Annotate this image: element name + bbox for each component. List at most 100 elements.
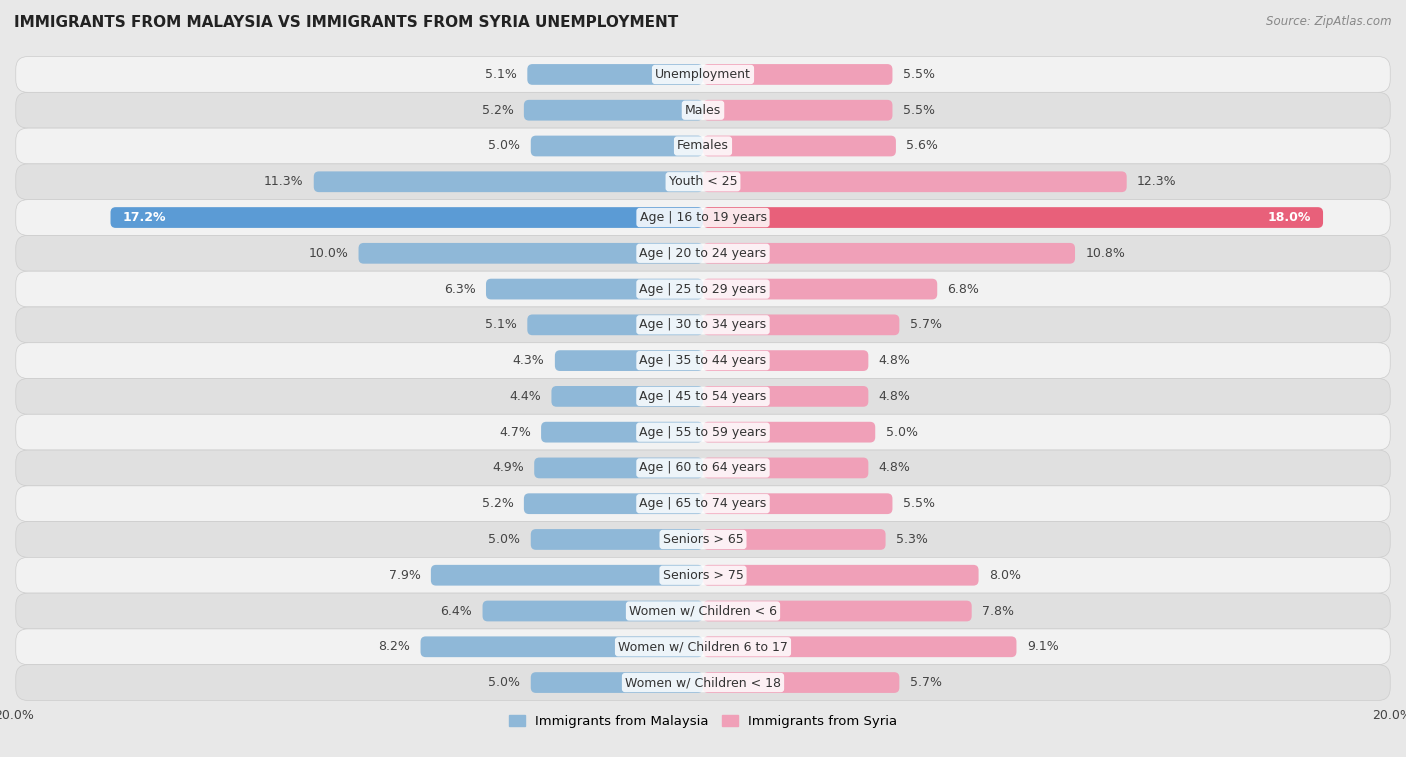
FancyBboxPatch shape [15, 128, 1391, 164]
Text: 4.9%: 4.9% [492, 462, 524, 475]
Text: Age | 16 to 19 years: Age | 16 to 19 years [640, 211, 766, 224]
Text: 4.7%: 4.7% [499, 425, 531, 438]
Text: 12.3%: 12.3% [1137, 176, 1177, 188]
Text: 4.4%: 4.4% [509, 390, 541, 403]
FancyBboxPatch shape [703, 457, 869, 478]
Text: 5.0%: 5.0% [488, 533, 520, 546]
Text: Age | 30 to 34 years: Age | 30 to 34 years [640, 319, 766, 332]
FancyBboxPatch shape [15, 593, 1391, 629]
FancyBboxPatch shape [15, 307, 1391, 343]
FancyBboxPatch shape [703, 672, 900, 693]
Text: Women w/ Children < 6: Women w/ Children < 6 [628, 605, 778, 618]
FancyBboxPatch shape [703, 637, 1017, 657]
FancyBboxPatch shape [703, 136, 896, 157]
Text: Age | 25 to 29 years: Age | 25 to 29 years [640, 282, 766, 295]
Legend: Immigrants from Malaysia, Immigrants from Syria: Immigrants from Malaysia, Immigrants fro… [503, 709, 903, 734]
Text: 18.0%: 18.0% [1268, 211, 1310, 224]
Text: Age | 20 to 24 years: Age | 20 to 24 years [640, 247, 766, 260]
Text: 11.3%: 11.3% [264, 176, 304, 188]
FancyBboxPatch shape [534, 457, 703, 478]
FancyBboxPatch shape [531, 136, 703, 157]
FancyBboxPatch shape [482, 600, 703, 621]
Text: 9.1%: 9.1% [1026, 640, 1059, 653]
FancyBboxPatch shape [703, 600, 972, 621]
Text: Age | 35 to 44 years: Age | 35 to 44 years [640, 354, 766, 367]
FancyBboxPatch shape [15, 414, 1391, 450]
Text: Age | 65 to 74 years: Age | 65 to 74 years [640, 497, 766, 510]
Text: Age | 60 to 64 years: Age | 60 to 64 years [640, 462, 766, 475]
FancyBboxPatch shape [15, 343, 1391, 378]
FancyBboxPatch shape [531, 672, 703, 693]
Text: 5.5%: 5.5% [903, 497, 935, 510]
FancyBboxPatch shape [551, 386, 703, 407]
FancyBboxPatch shape [15, 522, 1391, 557]
FancyBboxPatch shape [430, 565, 703, 586]
FancyBboxPatch shape [15, 92, 1391, 128]
Text: 5.6%: 5.6% [907, 139, 938, 152]
Text: Males: Males [685, 104, 721, 117]
Text: 6.3%: 6.3% [444, 282, 475, 295]
Text: 6.8%: 6.8% [948, 282, 980, 295]
FancyBboxPatch shape [555, 350, 703, 371]
Text: IMMIGRANTS FROM MALAYSIA VS IMMIGRANTS FROM SYRIA UNEMPLOYMENT: IMMIGRANTS FROM MALAYSIA VS IMMIGRANTS F… [14, 15, 678, 30]
Text: 17.2%: 17.2% [122, 211, 166, 224]
FancyBboxPatch shape [703, 494, 893, 514]
FancyBboxPatch shape [703, 314, 900, 335]
FancyBboxPatch shape [527, 64, 703, 85]
FancyBboxPatch shape [703, 171, 1126, 192]
FancyBboxPatch shape [420, 637, 703, 657]
FancyBboxPatch shape [15, 57, 1391, 92]
Text: Females: Females [678, 139, 728, 152]
Text: Seniors > 65: Seniors > 65 [662, 533, 744, 546]
FancyBboxPatch shape [703, 529, 886, 550]
FancyBboxPatch shape [15, 378, 1391, 414]
Text: 7.8%: 7.8% [981, 605, 1014, 618]
Text: Youth < 25: Youth < 25 [669, 176, 737, 188]
Text: 8.2%: 8.2% [378, 640, 411, 653]
FancyBboxPatch shape [703, 386, 869, 407]
Text: Women w/ Children < 18: Women w/ Children < 18 [626, 676, 780, 689]
Text: 5.0%: 5.0% [488, 139, 520, 152]
Text: 5.1%: 5.1% [485, 319, 517, 332]
FancyBboxPatch shape [524, 494, 703, 514]
FancyBboxPatch shape [703, 279, 938, 300]
FancyBboxPatch shape [15, 200, 1391, 235]
FancyBboxPatch shape [15, 486, 1391, 522]
Text: Source: ZipAtlas.com: Source: ZipAtlas.com [1267, 15, 1392, 28]
FancyBboxPatch shape [703, 64, 893, 85]
Text: 8.0%: 8.0% [988, 569, 1021, 581]
Text: 4.8%: 4.8% [879, 390, 911, 403]
Text: Age | 45 to 54 years: Age | 45 to 54 years [640, 390, 766, 403]
FancyBboxPatch shape [703, 207, 1323, 228]
FancyBboxPatch shape [703, 565, 979, 586]
Text: Unemployment: Unemployment [655, 68, 751, 81]
Text: 5.7%: 5.7% [910, 319, 942, 332]
Text: 10.0%: 10.0% [308, 247, 349, 260]
Text: Seniors > 75: Seniors > 75 [662, 569, 744, 581]
FancyBboxPatch shape [15, 235, 1391, 271]
Text: 5.7%: 5.7% [910, 676, 942, 689]
FancyBboxPatch shape [359, 243, 703, 263]
Text: 10.8%: 10.8% [1085, 247, 1125, 260]
FancyBboxPatch shape [531, 529, 703, 550]
FancyBboxPatch shape [524, 100, 703, 120]
FancyBboxPatch shape [703, 350, 869, 371]
FancyBboxPatch shape [703, 243, 1076, 263]
FancyBboxPatch shape [527, 314, 703, 335]
FancyBboxPatch shape [15, 164, 1391, 200]
FancyBboxPatch shape [314, 171, 703, 192]
Text: 4.3%: 4.3% [513, 354, 544, 367]
FancyBboxPatch shape [703, 422, 875, 443]
FancyBboxPatch shape [15, 450, 1391, 486]
Text: 5.2%: 5.2% [482, 104, 513, 117]
Text: 5.3%: 5.3% [896, 533, 928, 546]
FancyBboxPatch shape [703, 100, 893, 120]
Text: 5.0%: 5.0% [488, 676, 520, 689]
FancyBboxPatch shape [15, 271, 1391, 307]
Text: 5.1%: 5.1% [485, 68, 517, 81]
FancyBboxPatch shape [111, 207, 703, 228]
Text: 5.0%: 5.0% [886, 425, 918, 438]
FancyBboxPatch shape [15, 629, 1391, 665]
Text: 5.5%: 5.5% [903, 68, 935, 81]
Text: Age | 55 to 59 years: Age | 55 to 59 years [640, 425, 766, 438]
